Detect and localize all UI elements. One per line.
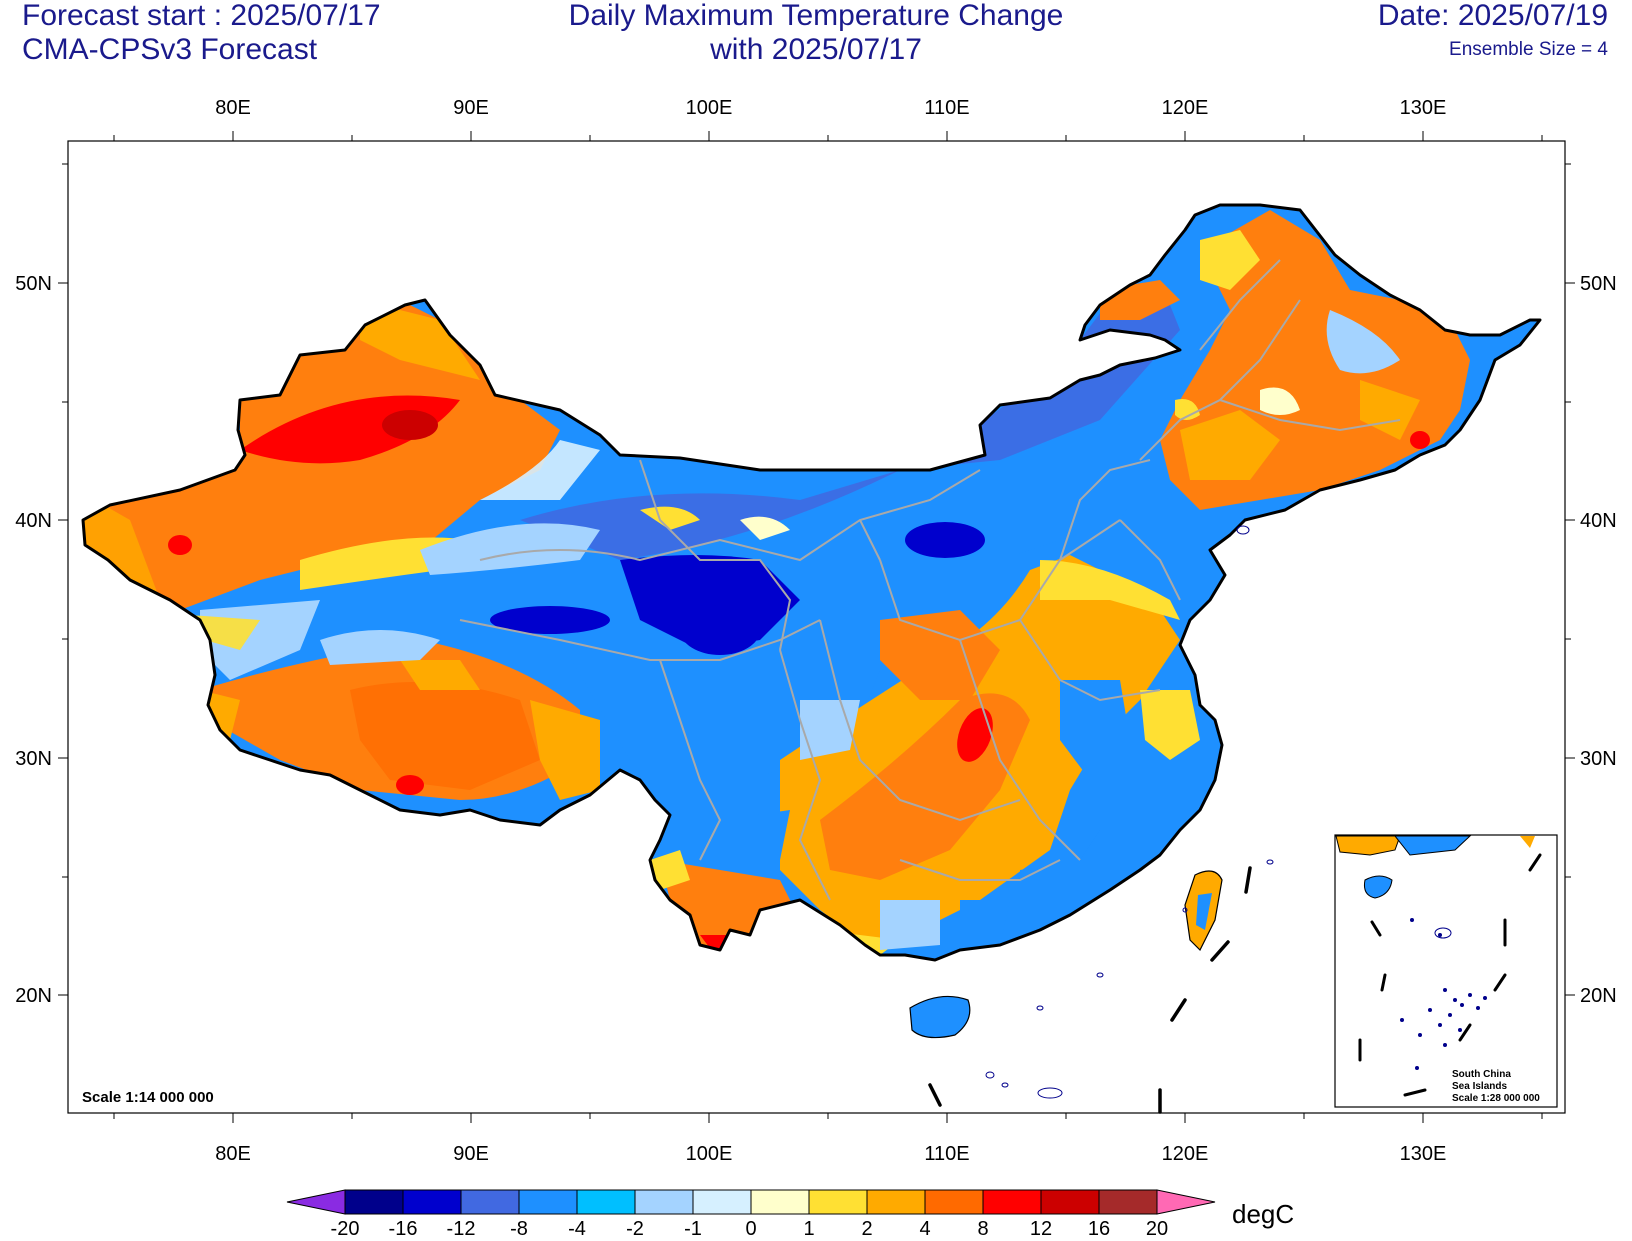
lat-label-left: 20N — [15, 985, 52, 1007]
map-scale-label: Scale 1:14 000 000 — [82, 1089, 214, 1106]
lon-label-top: 100E — [686, 97, 733, 119]
province-boundaries — [459, 259, 1401, 901]
colorbar-segment — [576, 1189, 636, 1215]
colorbar-unit-label: degC — [1232, 1199, 1294, 1229]
lat-label-right: 20N — [1580, 985, 1617, 1007]
lon-labels-top: 80E 90E 100E 110E 120E 130E — [215, 97, 1446, 119]
colorbar-segment — [808, 1189, 868, 1215]
lat-label-right: 50N — [1580, 273, 1617, 295]
inset-label-line2: Sea Islands — [1452, 1081, 1507, 1092]
china-border — [81, 203, 1542, 962]
hainan-island — [909, 995, 971, 1039]
colorbar-tick-label: 8 — [977, 1218, 988, 1240]
lon-label-bottom: 130E — [1400, 1143, 1447, 1165]
colorbar-segment — [750, 1189, 810, 1215]
lat-label-right: 40N — [1580, 510, 1617, 532]
colorbar-tick-label: -2 — [626, 1218, 644, 1240]
lon-label-top: 80E — [215, 97, 251, 119]
lat-label-left: 50N — [15, 273, 52, 295]
colorbar-tick-label: -1 — [684, 1218, 702, 1240]
colorbar-segment — [460, 1189, 520, 1215]
colorbar-tick-label: -12 — [447, 1218, 476, 1240]
lon-label-bottom: 110E — [924, 1143, 969, 1165]
inset-label-line1: South China — [1452, 1069, 1511, 1080]
colorbar-tick-label: 4 — [919, 1218, 930, 1240]
colorbar-tick-label: 20 — [1146, 1218, 1168, 1240]
colorbar-segment — [982, 1189, 1042, 1215]
valid-date-label: Date: 2025/07/19 — [1377, 0, 1608, 32]
lon-labels-bottom: 80E 90E 100E 110E 120E 130E — [215, 1143, 1446, 1165]
colorbar-segment — [1040, 1189, 1100, 1215]
colorbar-segment — [634, 1189, 694, 1215]
colorbar-tick-label: -16 — [389, 1218, 418, 1240]
colorbar-tick-label: 16 — [1088, 1218, 1110, 1240]
colorbar-tick-label: -20 — [331, 1218, 360, 1240]
inset-scale-label: Scale 1:28 000 000 — [1452, 1093, 1540, 1104]
colorbar-segment — [866, 1189, 926, 1215]
lon-label-top: 120E — [1162, 97, 1209, 119]
colorbar-tick-label: 1 — [803, 1218, 814, 1240]
lon-label-top: 110E — [924, 97, 969, 119]
map-title-line1: Daily Maximum Temperature Change — [568, 0, 1064, 32]
colorbar-segment — [924, 1189, 984, 1215]
lat-labels-left: 50N 40N 30N 20N — [15, 273, 52, 1007]
nine-dash-line — [928, 866, 1252, 1114]
colorbar-segment — [692, 1189, 752, 1215]
forecast-start-label: Forecast start : 2025/07/17 — [22, 0, 381, 32]
colorbar-tick-label: 12 — [1030, 1218, 1052, 1240]
lon-label-bottom: 80E — [215, 1143, 251, 1165]
axis-ticks — [58, 131, 1575, 1123]
lon-label-bottom: 120E — [1162, 1143, 1209, 1165]
lon-label-top: 90E — [453, 97, 489, 119]
colorbar-tick-label: -4 — [568, 1218, 586, 1240]
lon-label-bottom: 90E — [453, 1143, 489, 1165]
map-title-line2: with 2025/07/17 — [710, 33, 922, 66]
colorbar-max-arrow — [1156, 1189, 1216, 1215]
colorbar-tick-label: 2 — [861, 1218, 872, 1240]
ensemble-size-label: Ensemble Size = 4 — [1449, 39, 1608, 60]
lon-label-bottom: 100E — [686, 1143, 733, 1165]
colorbar-segment — [402, 1189, 462, 1215]
colorbar: -20 -16 -12 -8 -4 -2 -1 0 1 2 4 8 12 16 20 — [286, 1189, 1216, 1240]
lat-label-left: 40N — [15, 510, 52, 532]
colorbar-tick-label: -8 — [510, 1218, 528, 1240]
colorbar-segment — [1098, 1189, 1158, 1215]
lat-label-right: 30N — [1580, 748, 1617, 770]
south-china-sea-inset: South China Sea Islands Scale 1:28 000 0… — [1334, 834, 1558, 1108]
colorbar-segment — [518, 1189, 578, 1215]
model-name-label: CMA-CPSv3 Forecast — [22, 33, 318, 66]
lat-label-left: 30N — [15, 748, 52, 770]
small-islands — [985, 525, 1274, 1099]
lon-label-top: 130E — [1400, 97, 1447, 119]
colorbar-tick-label: 0 — [745, 1218, 756, 1240]
colorbar-segment — [344, 1189, 404, 1215]
colorbar-min-arrow — [286, 1189, 346, 1215]
lat-labels-right: 50N 40N 30N 20N — [1580, 273, 1617, 1007]
